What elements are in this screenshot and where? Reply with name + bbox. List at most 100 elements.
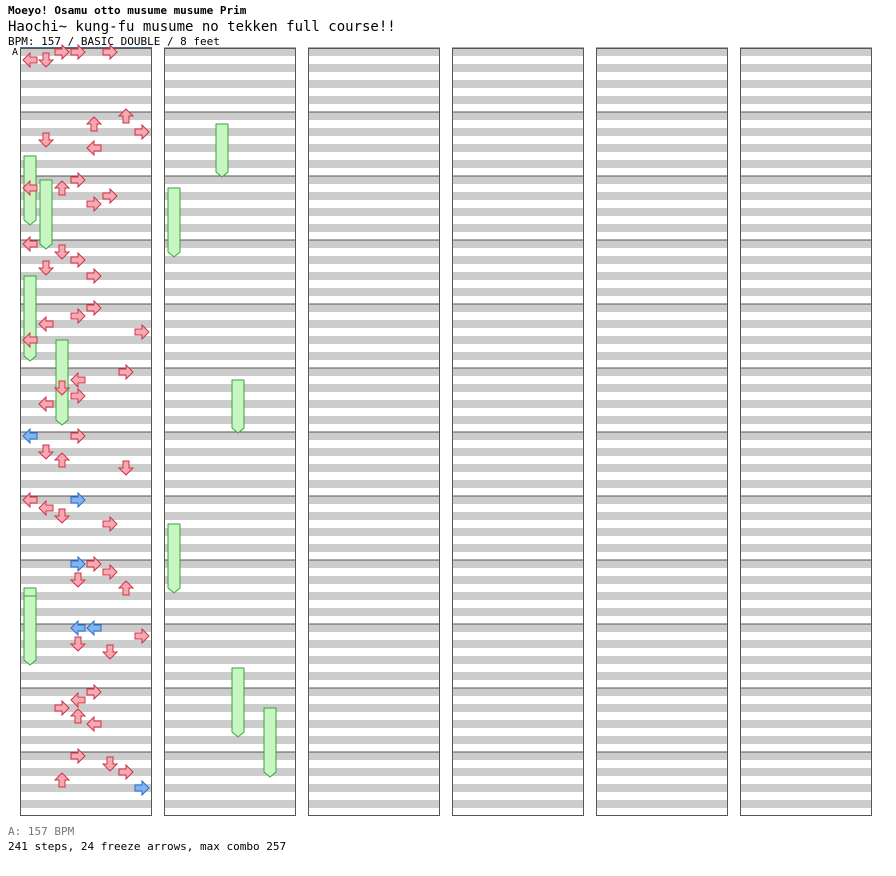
beat-stripe	[308, 192, 440, 200]
beat-stripe	[164, 256, 296, 264]
beat-stripe	[164, 560, 296, 568]
beat-stripe	[452, 48, 584, 56]
beat-stripe	[452, 240, 584, 248]
beat-stripe	[308, 784, 440, 792]
beat-stripe	[452, 672, 584, 680]
beat-stripe	[452, 304, 584, 312]
beat-stripe	[740, 304, 872, 312]
beat-stripe	[20, 464, 152, 472]
beat-stripe	[20, 752, 152, 760]
step-arrow	[102, 187, 118, 205]
beat-stripe	[740, 80, 872, 88]
beat-stripe	[308, 320, 440, 328]
beat-stripe	[20, 480, 152, 488]
chart-column	[308, 47, 440, 816]
step-arrow	[37, 444, 55, 460]
beat-stripe	[596, 560, 728, 568]
step-arrow	[70, 619, 86, 637]
step-arrow	[37, 52, 55, 68]
step-arrow	[22, 331, 38, 349]
beat-stripe	[308, 208, 440, 216]
beat-stripe	[164, 352, 296, 360]
beat-stripe	[164, 224, 296, 232]
step-arrow	[86, 555, 102, 573]
column-border	[308, 48, 440, 816]
beat-stripe	[164, 384, 296, 392]
beat-stripe	[164, 528, 296, 536]
beat-stripe	[452, 272, 584, 280]
beat-stripe	[164, 48, 296, 56]
beat-stripe	[596, 800, 728, 808]
beat-stripe	[740, 768, 872, 776]
beat-stripe	[452, 784, 584, 792]
beat-stripe	[164, 672, 296, 680]
beat-stripe	[20, 256, 152, 264]
step-arrow	[70, 691, 86, 709]
beat-stripe	[740, 704, 872, 712]
beat-stripe	[20, 608, 152, 616]
beat-stripe	[740, 224, 872, 232]
beat-stripe	[452, 256, 584, 264]
freeze-arrow	[263, 707, 277, 778]
beat-stripe	[20, 160, 152, 168]
beat-stripe	[164, 720, 296, 728]
beat-stripe	[20, 800, 152, 808]
beat-stripe	[740, 272, 872, 280]
beat-stripe	[740, 256, 872, 264]
beat-stripe	[308, 176, 440, 184]
beat-stripe	[452, 400, 584, 408]
beat-stripe	[308, 64, 440, 72]
beat-stripe	[596, 736, 728, 744]
beat-stripe	[308, 688, 440, 696]
beat-stripe	[20, 384, 152, 392]
beat-stripe	[452, 368, 584, 376]
beat-stripe	[20, 224, 152, 232]
beat-stripe	[596, 208, 728, 216]
beat-stripe	[164, 80, 296, 88]
step-arrow	[86, 715, 102, 733]
beat-stripe	[596, 608, 728, 616]
step-arrow	[22, 235, 38, 253]
beat-stripe	[452, 608, 584, 616]
step-arrow	[117, 108, 135, 124]
step-arrow	[86, 619, 102, 637]
beat-stripe	[452, 384, 584, 392]
beat-stripe	[164, 320, 296, 328]
beat-stripe	[20, 768, 152, 776]
beat-stripe	[452, 800, 584, 808]
beat-stripe	[20, 368, 152, 376]
step-arrow	[38, 315, 54, 333]
beat-stripe	[308, 560, 440, 568]
beat-stripe	[452, 752, 584, 760]
beat-stripe	[596, 496, 728, 504]
beat-stripe	[740, 192, 872, 200]
freeze-arrow	[167, 187, 181, 258]
freeze-arrow	[231, 667, 245, 738]
beat-stripe	[20, 576, 152, 584]
beat-stripe	[452, 112, 584, 120]
beat-stripe	[164, 608, 296, 616]
chart-column	[20, 47, 152, 816]
beat-stripe	[740, 48, 872, 56]
beat-stripe	[308, 496, 440, 504]
chart-column	[452, 47, 584, 816]
beat-stripe	[740, 416, 872, 424]
step-arrow	[101, 756, 119, 772]
beat-stripe	[596, 432, 728, 440]
beat-stripe	[308, 240, 440, 248]
beat-stripe	[596, 784, 728, 792]
beat-stripe	[164, 400, 296, 408]
freeze-arrow	[23, 275, 37, 362]
beat-stripe	[308, 448, 440, 456]
beat-stripe	[452, 128, 584, 136]
freeze-arrow	[39, 179, 53, 250]
beat-stripe	[308, 432, 440, 440]
beat-stripe	[164, 592, 296, 600]
beat-stripe	[20, 592, 152, 600]
beat-stripe	[20, 336, 152, 344]
chart-column	[740, 47, 872, 816]
step-arrow	[134, 323, 150, 341]
beat-stripe	[308, 80, 440, 88]
beat-stripe	[308, 144, 440, 152]
